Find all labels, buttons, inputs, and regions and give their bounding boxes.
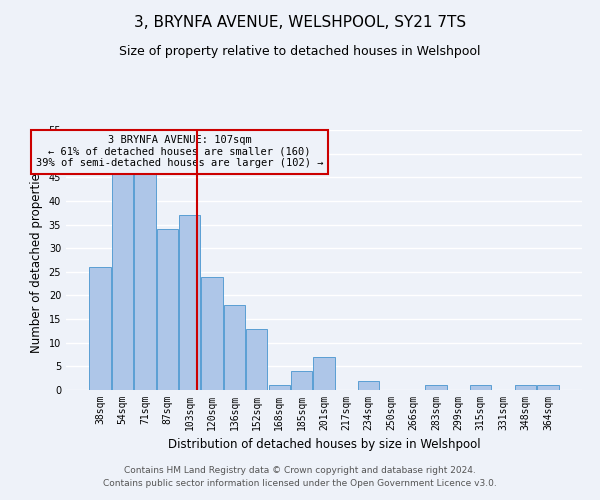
Bar: [112, 172, 133, 390]
X-axis label: Distribution of detached houses by size in Welshpool: Distribution of detached houses by size …: [167, 438, 481, 452]
Bar: [313, 357, 335, 390]
Text: 3, BRYNFA AVENUE, WELSHPOOL, SY21 7TS: 3, BRYNFA AVENUE, WELSHPOOL, SY21 7TS: [134, 15, 466, 30]
Bar: [425, 386, 446, 390]
Bar: [537, 386, 559, 390]
Text: Contains HM Land Registry data © Crown copyright and database right 2024.
Contai: Contains HM Land Registry data © Crown c…: [103, 466, 497, 487]
Bar: [269, 386, 290, 390]
Bar: [246, 328, 268, 390]
Bar: [89, 267, 111, 390]
Bar: [202, 276, 223, 390]
Bar: [515, 386, 536, 390]
Y-axis label: Number of detached properties: Number of detached properties: [30, 167, 43, 353]
Bar: [134, 172, 155, 390]
Text: 3 BRYNFA AVENUE: 107sqm
← 61% of detached houses are smaller (160)
39% of semi-d: 3 BRYNFA AVENUE: 107sqm ← 61% of detache…: [36, 135, 323, 168]
Text: Size of property relative to detached houses in Welshpool: Size of property relative to detached ho…: [119, 45, 481, 58]
Bar: [358, 380, 379, 390]
Bar: [157, 230, 178, 390]
Bar: [291, 371, 312, 390]
Bar: [470, 386, 491, 390]
Bar: [179, 215, 200, 390]
Bar: [224, 305, 245, 390]
